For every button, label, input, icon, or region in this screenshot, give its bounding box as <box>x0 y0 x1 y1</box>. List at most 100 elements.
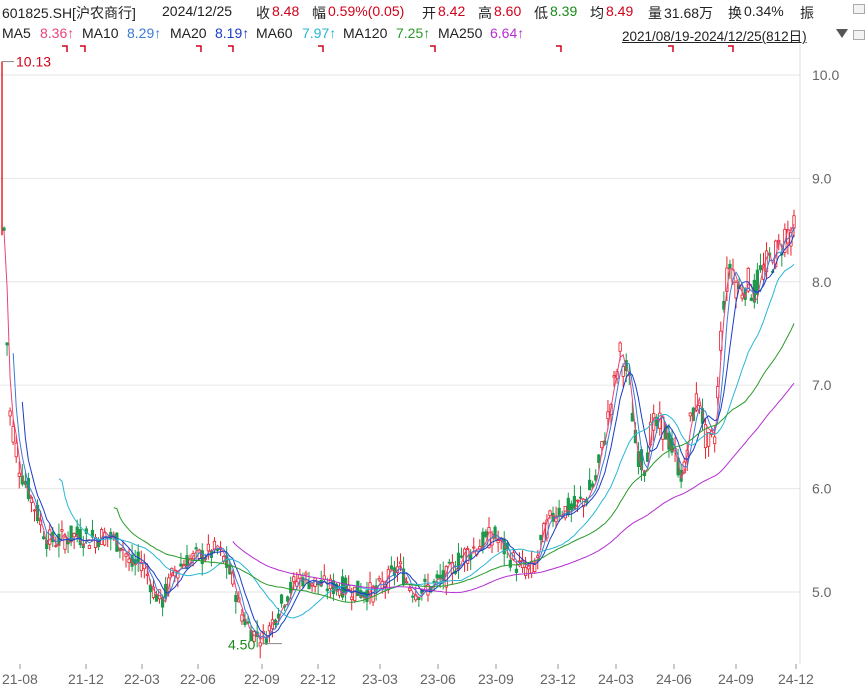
x-tick-label: 23-06 <box>420 671 456 687</box>
candle-body <box>508 559 512 568</box>
candle-body <box>758 265 763 271</box>
window-icon[interactable] <box>853 4 865 14</box>
y-tick-label: 6.0 <box>812 481 832 497</box>
candle-body <box>621 366 625 377</box>
high-value: 8.60 <box>494 3 522 19</box>
candle-body <box>588 479 592 491</box>
candle-body <box>215 548 220 551</box>
ma10-label: MA10 <box>82 25 119 41</box>
ma20-label: MA20 <box>170 25 207 41</box>
candle-body <box>173 570 177 577</box>
candle-body <box>517 560 522 563</box>
stock-code: 601825.SH[沪农商行] <box>2 5 136 21</box>
ma10-line <box>12 226 795 640</box>
x-tick-label: 22-09 <box>244 671 280 687</box>
candle-body <box>469 554 473 560</box>
candle-body <box>206 543 210 552</box>
candle-body <box>8 410 12 417</box>
candle-body <box>389 565 393 570</box>
candle-body <box>514 568 519 573</box>
candle-body <box>292 576 296 582</box>
candle-body <box>578 496 583 499</box>
kline-chart[interactable]: 10.0 9.0 8.0 7.0 6.0 5.0 21-08 21-12 22-03 22-06 2… <box>0 44 865 687</box>
candle-body <box>447 561 451 564</box>
candle-body <box>618 342 622 352</box>
candle-body <box>688 412 692 417</box>
candle-body <box>14 442 18 458</box>
ma-legend: MA5 8.36↑ MA10 8.29↑ MA20 8.19↑ MA60 7.9… <box>0 22 865 44</box>
y-tick-label: 9.0 <box>812 170 832 186</box>
y-tick-label: 5.0 <box>812 584 832 600</box>
x-tick-label: 24-12 <box>778 671 814 687</box>
candle-body <box>289 581 293 594</box>
candle-body <box>32 509 37 512</box>
date-range-link[interactable]: 2021/08/19-2024/12/25(812日) <box>622 29 807 44</box>
ma5-label: MA5 <box>2 25 31 41</box>
x-tick-label: 24-09 <box>718 671 754 687</box>
candle-body <box>252 631 256 642</box>
candle-body <box>472 546 476 549</box>
candle-body <box>69 525 73 543</box>
candle-body <box>423 578 427 582</box>
candle-body <box>194 547 198 550</box>
avg-value: 8.49 <box>606 3 634 19</box>
candle-body <box>2 227 6 231</box>
candle-body <box>597 454 601 463</box>
y-tick-label: 8.0 <box>812 274 832 290</box>
candle-body <box>740 294 744 299</box>
candle-body <box>600 441 604 449</box>
candle-body <box>179 563 183 567</box>
candle-body <box>417 597 421 600</box>
candle-body <box>548 510 552 516</box>
candle-body <box>353 586 357 602</box>
amplitude-label: 振 <box>800 5 814 21</box>
candle-body <box>411 595 415 598</box>
x-tick-label: 23-12 <box>540 671 576 687</box>
event-marker-icon <box>668 45 674 52</box>
ma250-value: 6.64↑ <box>490 25 525 41</box>
candle-body <box>286 596 290 602</box>
y-tick-label: 7.0 <box>812 377 832 393</box>
candle-body <box>658 412 662 429</box>
settings-icon[interactable] <box>853 30 865 40</box>
dropdown-triangle-icon[interactable] <box>836 29 848 38</box>
candle-body <box>42 536 46 540</box>
candle-body <box>350 596 354 600</box>
low-label: 低 <box>534 5 548 21</box>
candle-body <box>258 642 262 647</box>
candle-body <box>533 563 537 573</box>
candle-body <box>151 586 156 598</box>
candle-body <box>167 577 171 592</box>
x-tick-label: 22-06 <box>180 671 216 687</box>
candle-body <box>630 413 634 422</box>
max-price-label: 10.13 <box>16 54 51 70</box>
candle-body <box>557 507 561 516</box>
candle-body <box>432 580 436 583</box>
candle-body <box>356 580 360 597</box>
x-tick-label: 24-03 <box>598 671 634 687</box>
open-value: 8.42 <box>438 3 466 19</box>
candle-body <box>749 297 753 301</box>
event-marker-icon <box>728 45 734 52</box>
event-marker-icon <box>430 45 436 52</box>
candle-body <box>185 555 189 570</box>
candle-body <box>706 432 711 447</box>
event-marker-icon <box>228 45 234 52</box>
event-marker-icon <box>556 45 562 52</box>
ma10-value: 8.29↑ <box>127 25 162 41</box>
candle-body <box>54 545 58 548</box>
candle-body <box>496 540 500 544</box>
y-tick-label: 10.0 <box>812 67 839 83</box>
candle-body <box>456 552 461 570</box>
change-value: 0.59%(0.05) <box>328 3 405 19</box>
candle-body <box>612 375 616 378</box>
ma60-line <box>58 264 795 619</box>
ma20-value: 8.19↑ <box>215 25 250 41</box>
ma60-value: 7.97↑ <box>302 25 337 41</box>
event-marker-icon <box>62 45 68 52</box>
avg-label: 均 <box>590 5 604 21</box>
candle-body <box>441 570 445 582</box>
candle-body <box>279 594 284 604</box>
candle-body <box>48 529 52 545</box>
change-label: 幅 <box>312 5 326 21</box>
